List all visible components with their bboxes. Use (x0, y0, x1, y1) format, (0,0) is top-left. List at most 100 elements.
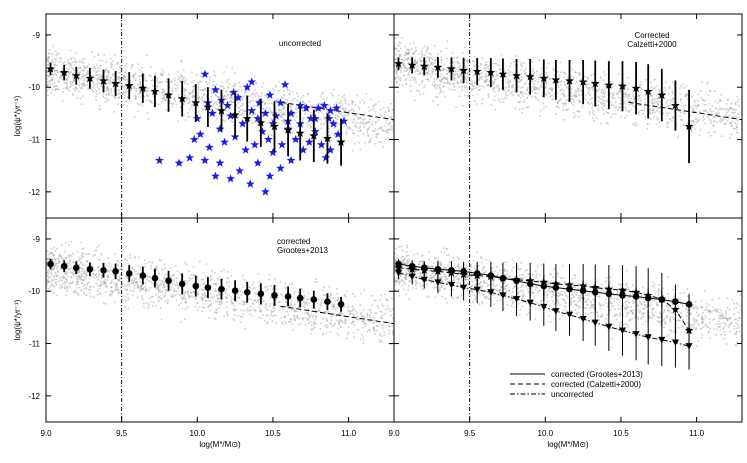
cloud-point (446, 40, 449, 42)
cloud-point (573, 101, 575, 103)
cloud-point (292, 329, 294, 331)
cloud-point (251, 93, 253, 95)
cloud-point (657, 100, 659, 103)
cloud-point (528, 83, 530, 85)
cloud-point (737, 113, 739, 115)
cloud-point (708, 103, 711, 105)
cloud-point (552, 81, 554, 84)
cloud-point (607, 122, 609, 125)
cloud-point (736, 137, 739, 139)
cloud-point (252, 287, 254, 290)
cloud-point (482, 294, 484, 296)
cloud-point (457, 75, 459, 78)
cloud-point (369, 139, 371, 141)
cloud-point (376, 136, 378, 139)
cloud-point (89, 289, 92, 291)
cloud-point (62, 282, 65, 285)
cloud-point (236, 293, 239, 295)
cloud-point (492, 87, 495, 90)
cloud-point (403, 70, 406, 72)
cloud-point (98, 77, 101, 79)
cloud-point (382, 305, 385, 307)
cloud-point (98, 92, 101, 94)
cloud-point (637, 95, 639, 98)
cloud-point (508, 83, 511, 86)
cloud-point (564, 72, 566, 74)
cloud-point (356, 318, 359, 320)
cloud-point (118, 268, 121, 271)
cloud-point (163, 90, 165, 92)
cloud-point (504, 286, 506, 288)
cloud-point (243, 303, 246, 306)
cloud-point (250, 78, 252, 80)
cloud-point (81, 274, 83, 277)
cloud-point (442, 77, 445, 79)
cloud-point (385, 298, 387, 301)
cloud-point (429, 75, 432, 78)
cloud-point (81, 60, 84, 63)
cloud-point (432, 73, 434, 75)
cloud-point (404, 54, 407, 56)
cloud-point (364, 122, 367, 124)
cloud-point (53, 285, 56, 288)
cloud-point (131, 64, 133, 66)
cloud-point (333, 313, 335, 315)
cloud-point (548, 78, 551, 80)
cloud-point (99, 252, 102, 255)
cloud-point (431, 64, 434, 66)
cloud-point (344, 293, 346, 296)
cloud-point (727, 110, 730, 113)
cloud-point (699, 90, 702, 92)
cloud-point (408, 71, 411, 73)
cloud-point (463, 86, 466, 89)
cloud-point (294, 303, 296, 306)
cloud-point (430, 274, 432, 277)
cloud-point (354, 310, 357, 312)
cloud-point (507, 90, 510, 93)
cloud-point (409, 58, 412, 61)
cloud-point (618, 102, 621, 105)
cloud-point (572, 77, 575, 79)
cloud-point (155, 288, 157, 290)
cloud-point (535, 86, 538, 88)
cloud-point (491, 294, 493, 296)
cloud-point (71, 82, 73, 84)
cloud-point (174, 284, 176, 286)
cloud-point (114, 253, 116, 255)
cloud-point (104, 278, 106, 281)
cloud-point (328, 311, 330, 313)
cloud-point (129, 289, 132, 292)
cloud-point (577, 282, 580, 285)
cloud-point (457, 62, 459, 65)
cloud-point (169, 289, 172, 291)
cloud-point (196, 302, 198, 304)
cloud-point (442, 69, 444, 71)
cloud-point (518, 80, 521, 83)
cloud-point (152, 305, 154, 307)
cloud-point (638, 113, 640, 115)
cloud-point (229, 91, 231, 93)
cloud-point (272, 111, 274, 114)
cloud-point (81, 282, 83, 285)
cloud-point (280, 111, 282, 113)
cloud-point (83, 273, 86, 275)
cloud-point (549, 78, 552, 80)
cloud-point (449, 88, 451, 90)
cloud-point (331, 107, 333, 109)
cloud-point (338, 323, 340, 325)
cloud-point (351, 317, 354, 319)
cloud-point (76, 260, 78, 263)
cloud-point (696, 99, 699, 102)
cloud-point (117, 291, 120, 293)
cloud-point (82, 256, 85, 259)
cloud-point (185, 298, 187, 301)
cloud-point (162, 71, 165, 73)
cloud-point (248, 101, 251, 104)
cloud-point (284, 320, 287, 323)
cloud-point (61, 67, 63, 70)
cloud-point (601, 102, 604, 105)
cloud-point (190, 295, 192, 297)
cloud-point (640, 81, 642, 83)
cloud-point (46, 279, 49, 281)
cloud-point (395, 260, 397, 263)
